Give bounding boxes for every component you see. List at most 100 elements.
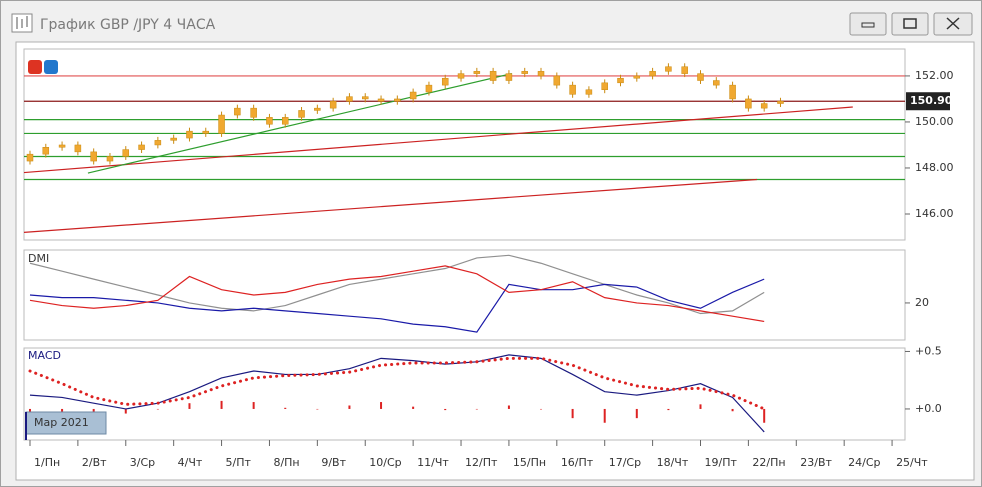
candle-body — [489, 71, 497, 81]
candle-body — [329, 100, 337, 109]
candle-body — [729, 84, 736, 100]
candle-body — [298, 110, 305, 118]
histogram-bar — [380, 402, 383, 409]
candle-body — [553, 75, 561, 86]
panel-icon[interactable] — [28, 60, 58, 74]
candle-body — [361, 96, 369, 100]
histogram-bar — [507, 405, 510, 409]
series-line — [29, 278, 765, 333]
minimize-button[interactable] — [849, 12, 887, 36]
close-button[interactable] — [933, 12, 973, 36]
histogram-bar — [156, 408, 159, 410]
histogram-bar — [252, 402, 255, 409]
candle-body — [74, 144, 82, 153]
candle-body — [218, 114, 225, 134]
x-tick-label: 18/Чт — [657, 456, 689, 469]
x-tick-label: 1/Пн — [34, 456, 60, 469]
candle-body — [58, 144, 66, 148]
x-tick-label: 15/Пн — [513, 456, 546, 469]
histogram-bar — [603, 408, 606, 423]
y-tick-label: +0.5 — [915, 344, 942, 357]
histogram-bar — [188, 403, 191, 409]
candle-body — [394, 98, 401, 102]
candle-body — [697, 73, 704, 81]
candle-body — [314, 107, 321, 111]
candle-body — [377, 98, 385, 102]
x-tick-label: 10/Ср — [369, 456, 401, 469]
series-line — [29, 265, 765, 323]
restore-button[interactable] — [891, 12, 929, 36]
y-tick-label: +0.0 — [915, 402, 942, 415]
x-tick-label: 16/Пт — [561, 456, 594, 469]
candle-body — [537, 71, 545, 77]
candle-body — [665, 66, 672, 72]
candle-body — [457, 73, 465, 79]
x-tick-label: 9/Вт — [321, 456, 346, 469]
histogram-bar — [635, 408, 638, 419]
histogram-bar — [124, 408, 127, 414]
histogram-bar — [316, 408, 319, 410]
candle-body — [649, 71, 656, 77]
candle-body — [745, 98, 752, 109]
window-title: График GBP /JPY 4 ЧАСА — [40, 17, 216, 33]
x-tick-label: 12/Пт — [465, 456, 498, 469]
candle-body — [521, 71, 528, 74]
histogram-bar — [284, 407, 287, 409]
y-tick-label: 146.00 — [915, 207, 954, 220]
candle-body — [234, 107, 241, 116]
price-panel — [23, 48, 906, 241]
candle-body — [186, 130, 193, 139]
trend-line — [23, 106, 853, 174]
histogram-bar — [412, 406, 415, 409]
candle-body — [713, 80, 720, 86]
x-tick-label: 22/Пн — [752, 456, 785, 469]
last-price-marker — [906, 92, 950, 111]
candle-body — [760, 103, 768, 109]
histogram-bar — [444, 408, 447, 411]
histogram-bar — [348, 405, 351, 409]
series-line — [28, 356, 766, 411]
candle-body — [777, 100, 784, 104]
histogram-bar — [667, 408, 670, 411]
histogram-bar — [699, 404, 702, 409]
candle-body — [90, 151, 97, 162]
series-line — [29, 254, 765, 315]
candle-body — [473, 71, 481, 74]
trend-line — [87, 73, 512, 174]
candle-body — [569, 84, 576, 95]
histogram-bar — [763, 408, 766, 423]
candle-body — [250, 107, 257, 118]
histogram-bar — [731, 408, 734, 412]
x-tick-label: 3/Ср — [130, 456, 155, 469]
window-icon — [11, 13, 33, 33]
histogram-bar — [475, 408, 478, 410]
x-tick-label: 19/Пт — [704, 456, 737, 469]
candle-body — [266, 117, 273, 125]
x-tick-label: 25/Чт — [896, 456, 928, 469]
x-tick-label: 4/Чт — [178, 456, 203, 469]
candle-body — [681, 66, 688, 74]
y-tick-label: 20 — [915, 296, 929, 309]
candle-body — [425, 84, 433, 93]
histogram-bar — [220, 400, 223, 409]
candle-body — [26, 153, 34, 162]
histogram-bar — [571, 408, 574, 419]
candle-body — [154, 140, 162, 146]
x-tick-label: 2/Вт — [82, 456, 107, 469]
candle-body — [585, 89, 593, 95]
trend-line — [23, 178, 758, 234]
candle-body — [346, 96, 353, 102]
candle-body — [409, 91, 417, 100]
candle-body — [42, 147, 50, 155]
y-tick-label: 150.00 — [915, 115, 954, 128]
histogram-bar — [540, 408, 543, 410]
panel-label: MACD — [28, 349, 61, 362]
x-tick-label: 24/Ср — [848, 456, 880, 469]
candle-body — [282, 117, 289, 125]
candle-body — [505, 73, 513, 81]
x-tick-label: 8/Пн — [273, 456, 299, 469]
candle-body — [441, 77, 449, 86]
x-tick-label: 5/Пт — [226, 456, 252, 469]
candle-body — [106, 156, 114, 162]
